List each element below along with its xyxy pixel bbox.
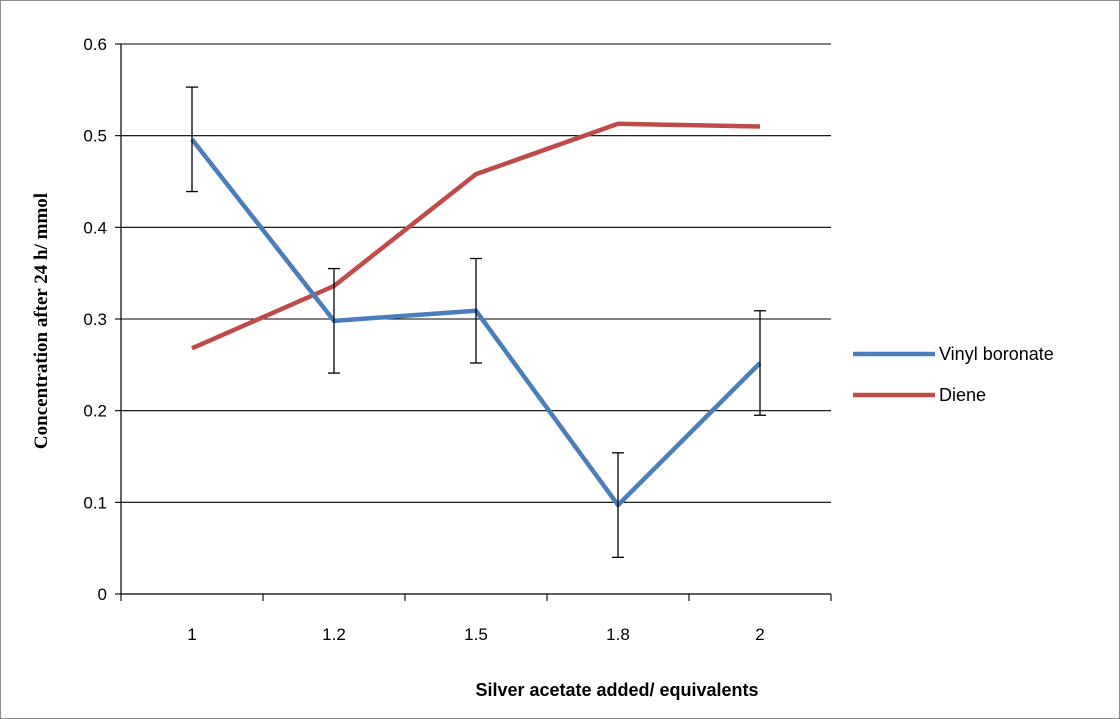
y-tick-label: 0.1 (83, 493, 107, 512)
y-tick-label: 0.3 (83, 310, 107, 329)
legend-item: Diene (853, 385, 986, 405)
x-tick-label: 1.5 (464, 625, 488, 644)
error-bar (328, 267, 340, 374)
error-bar (186, 86, 198, 193)
y-tick-label: 0.4 (83, 218, 107, 237)
x-axis-title: Silver acetate added/ equivalents (475, 680, 758, 700)
x-tick-label: 1.8 (606, 625, 630, 644)
legend-item: Vinyl boronate (853, 344, 1054, 364)
x-tick-labels: 1 1.2 1.5 1.8 2 (187, 625, 764, 644)
error-bars (186, 86, 766, 558)
legend-label: Vinyl boronate (939, 344, 1054, 364)
y-tick-label: 0.2 (83, 402, 107, 421)
y-axis-title: Concentration after 24 h/ mmol (31, 193, 52, 449)
axes (120, 44, 831, 595)
y-tick-labels: 0 0.1 0.2 0.3 0.4 0.5 0.6 (83, 35, 107, 604)
x-tick-label: 1 (187, 625, 196, 644)
x-tick-label: 1.2 (322, 625, 346, 644)
x-tick-label: 2 (755, 625, 764, 644)
y-tick-label: 0.5 (83, 127, 107, 146)
error-bar (754, 310, 766, 416)
legend-label: Diene (939, 385, 986, 405)
y-tick-label: 0 (98, 585, 107, 604)
error-bar (612, 452, 624, 558)
error-bar (470, 257, 482, 364)
y-tick-label: 0.6 (83, 35, 107, 54)
legend: Vinyl boronate Diene (853, 344, 1054, 405)
series-line-diene (191, 121, 761, 351)
